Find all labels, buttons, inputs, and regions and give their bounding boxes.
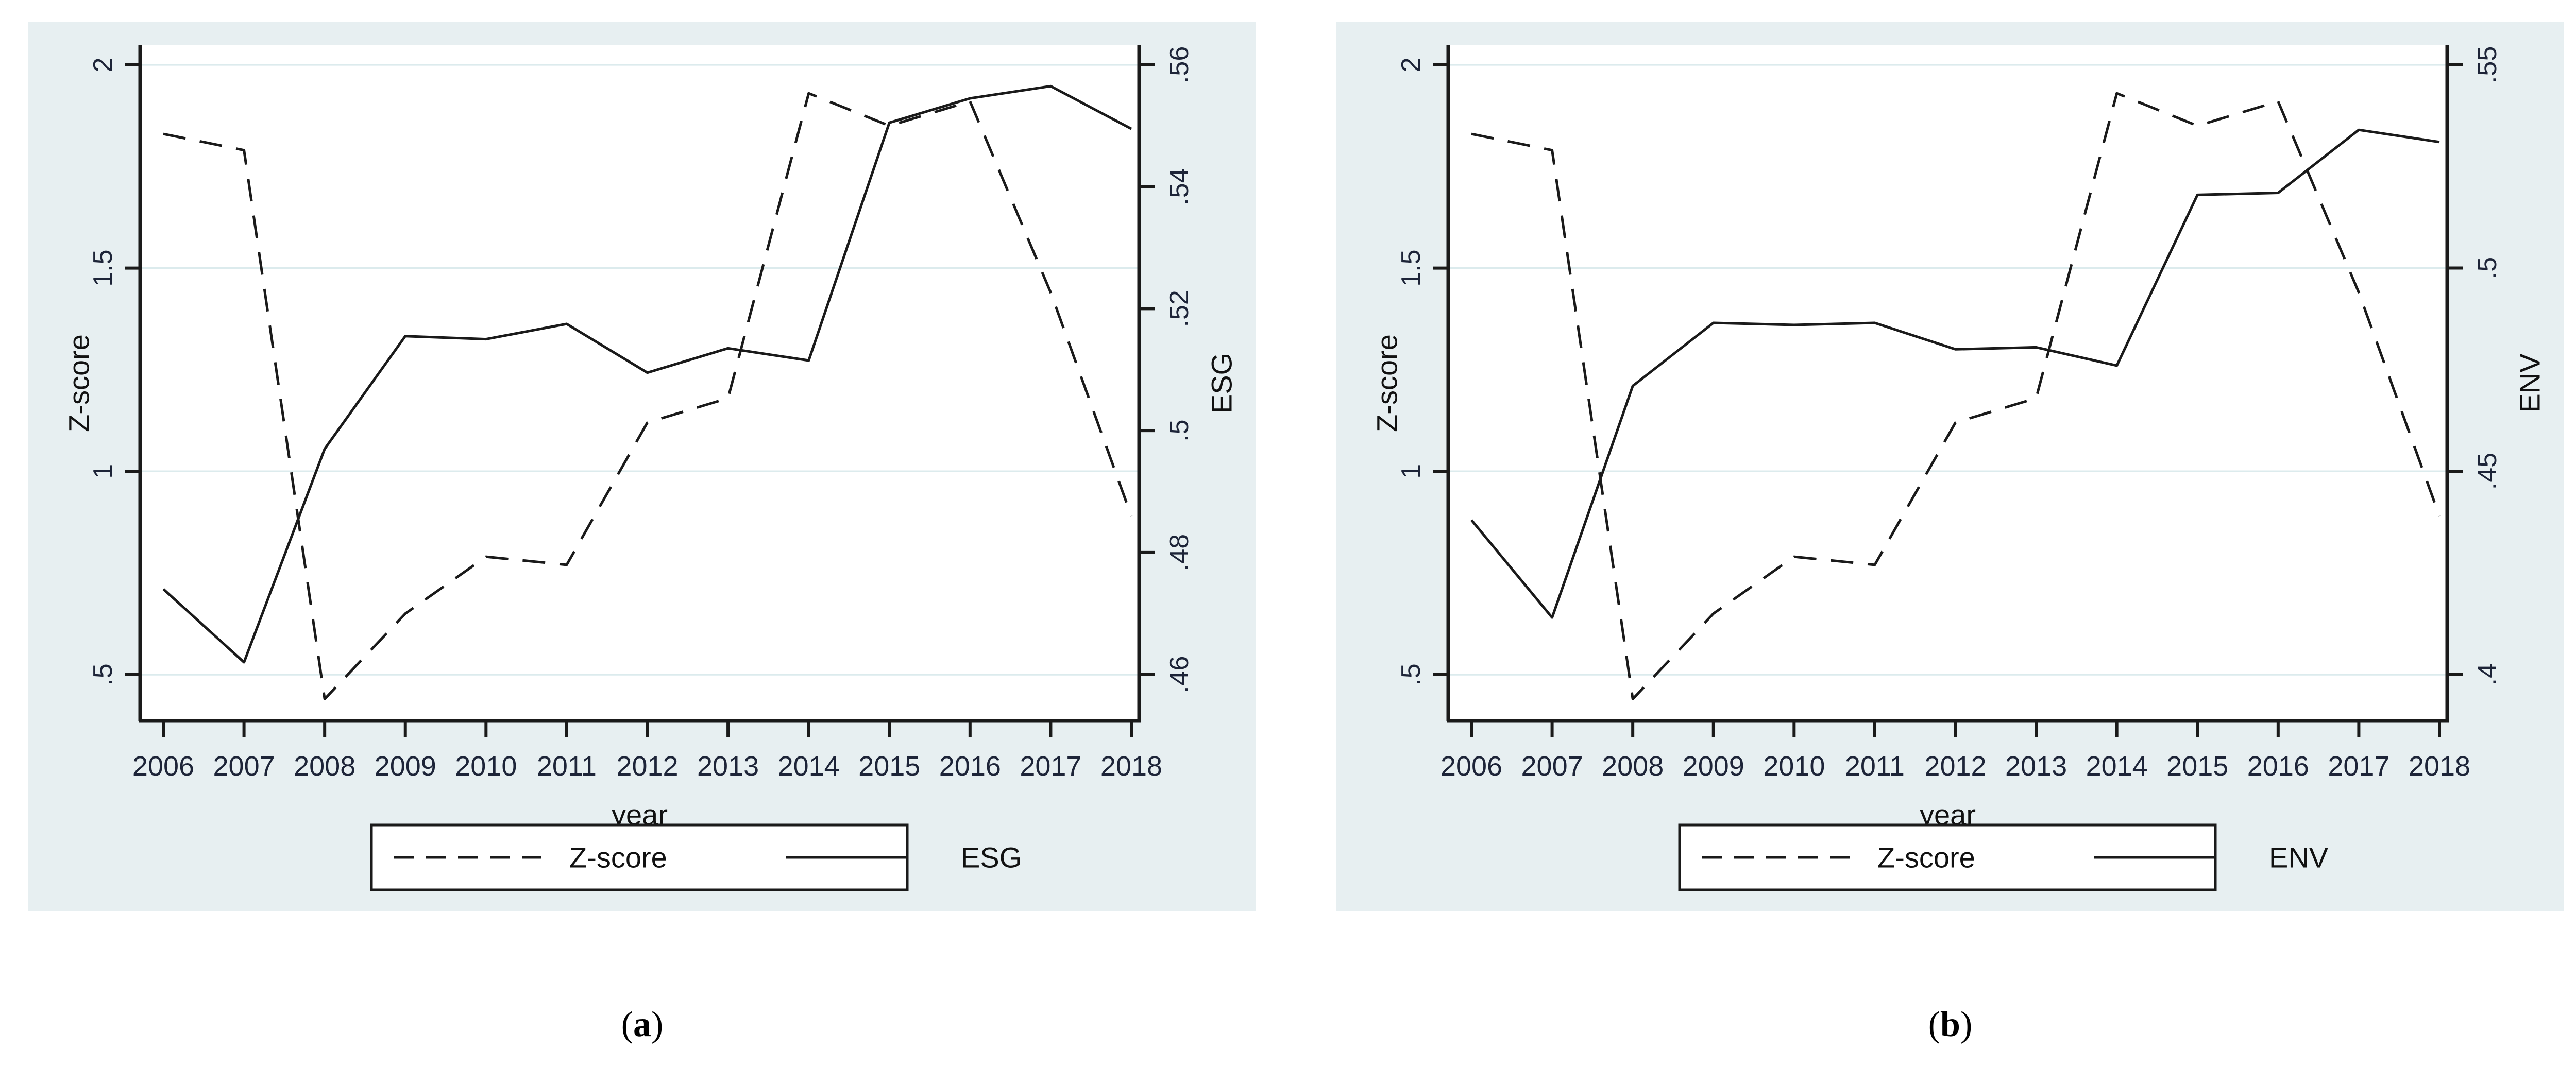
right-tick-label: .5 — [1164, 419, 1194, 441]
caption-a-close-paren: ) — [651, 1005, 664, 1044]
right-tick-label: .54 — [1164, 168, 1194, 205]
caption-b-close-paren: ) — [1960, 1005, 1973, 1044]
x-tick-label: 2017 — [1020, 751, 1081, 782]
x-tick-label: 2007 — [213, 751, 275, 782]
x-tick-label: 2010 — [455, 751, 517, 782]
x-tick-label: 2013 — [2005, 751, 2067, 782]
x-tick-label: 2006 — [1440, 751, 1502, 782]
left-tick-label: 1 — [1396, 464, 1426, 479]
left-tick-label: 2 — [88, 57, 118, 72]
right-tick-label: .5 — [2472, 257, 2502, 279]
chart-panel-a: 2 1.5 1.5.56.54.52.5.48.46 2006 2007 2008 2009… — [28, 22, 1256, 911]
y-axis-left-title: Z-score — [1371, 334, 1403, 432]
y-axis-right-title: ENV — [2514, 353, 2546, 413]
chart-panel-b: 2 1.5 1.5.55.5.45.4 2006 2007 2008 2009 2010 201… — [1336, 22, 2564, 911]
x-tick-label: 2016 — [939, 751, 1001, 782]
legend-label: Z-score — [1877, 841, 1975, 874]
left-tick-label: .5 — [1396, 663, 1426, 685]
x-tick-label: 2017 — [2328, 751, 2389, 782]
x-tick-label: 2007 — [1521, 751, 1583, 782]
right-tick-label: .55 — [2472, 46, 2502, 83]
x-tick-label: 2015 — [858, 751, 920, 782]
right-tick-label: .48 — [1164, 534, 1194, 571]
series-line-esg — [162, 84, 1132, 664]
y-axis-left-title: Z-score — [63, 334, 95, 432]
left-tick-label: .5 — [88, 663, 118, 685]
x-tick-label: 2018 — [2409, 751, 2470, 782]
caption-a-open-paren: ( — [621, 1005, 633, 1044]
x-tick-label: 2011 — [1845, 751, 1905, 782]
caption-a-letter: a — [633, 1005, 651, 1044]
right-tick-label: .46 — [1164, 656, 1194, 693]
x-tick-label: 2010 — [1763, 751, 1825, 782]
plot-area — [140, 45, 1139, 721]
caption-b-letter: b — [1940, 1005, 1960, 1044]
plot-area — [1448, 45, 2447, 721]
x-tick-label: 2009 — [1683, 751, 1744, 782]
x-tick-label: 2012 — [616, 751, 678, 782]
x-tick-label: 2014 — [778, 751, 840, 782]
right-tick-label: .56 — [1164, 46, 1194, 83]
legend-label: ENV — [2269, 841, 2329, 874]
left-tick-label: 2 — [1396, 57, 1426, 72]
left-tick-label: 1.5 — [1396, 249, 1426, 286]
x-tick-label: 2013 — [697, 751, 759, 782]
x-tick-label: 2016 — [2247, 751, 2309, 782]
series-line-z-score — [163, 92, 1133, 700]
legend-label: Z-score — [569, 841, 667, 874]
legend-label: ESG — [961, 841, 1022, 874]
x-tick-label: 2009 — [375, 751, 436, 782]
left-tick-label: 1 — [88, 464, 118, 479]
series-line-env — [1470, 128, 2440, 619]
y-axis-right-title: ESG — [1206, 353, 1238, 414]
caption-a: (a) — [28, 1004, 1256, 1045]
caption-b: (b) — [1336, 1004, 2564, 1045]
left-tick-label: 1.5 — [88, 249, 118, 286]
x-tick-label: 2011 — [537, 751, 597, 782]
x-tick-label: 2012 — [1924, 751, 1986, 782]
x-tick-label: 2006 — [132, 751, 194, 782]
x-tick-label: 2018 — [1100, 751, 1162, 782]
right-tick-label: .52 — [1164, 290, 1194, 327]
x-tick-label: 2008 — [1602, 751, 1664, 782]
x-tick-label: 2015 — [2166, 751, 2228, 782]
series-line-z-score — [1471, 92, 2441, 700]
right-tick-label: .4 — [2472, 663, 2502, 685]
caption-b-open-paren: ( — [1928, 1005, 1941, 1044]
x-tick-label: 2008 — [294, 751, 355, 782]
right-tick-label: .45 — [2472, 453, 2502, 490]
x-tick-label: 2014 — [2086, 751, 2148, 782]
